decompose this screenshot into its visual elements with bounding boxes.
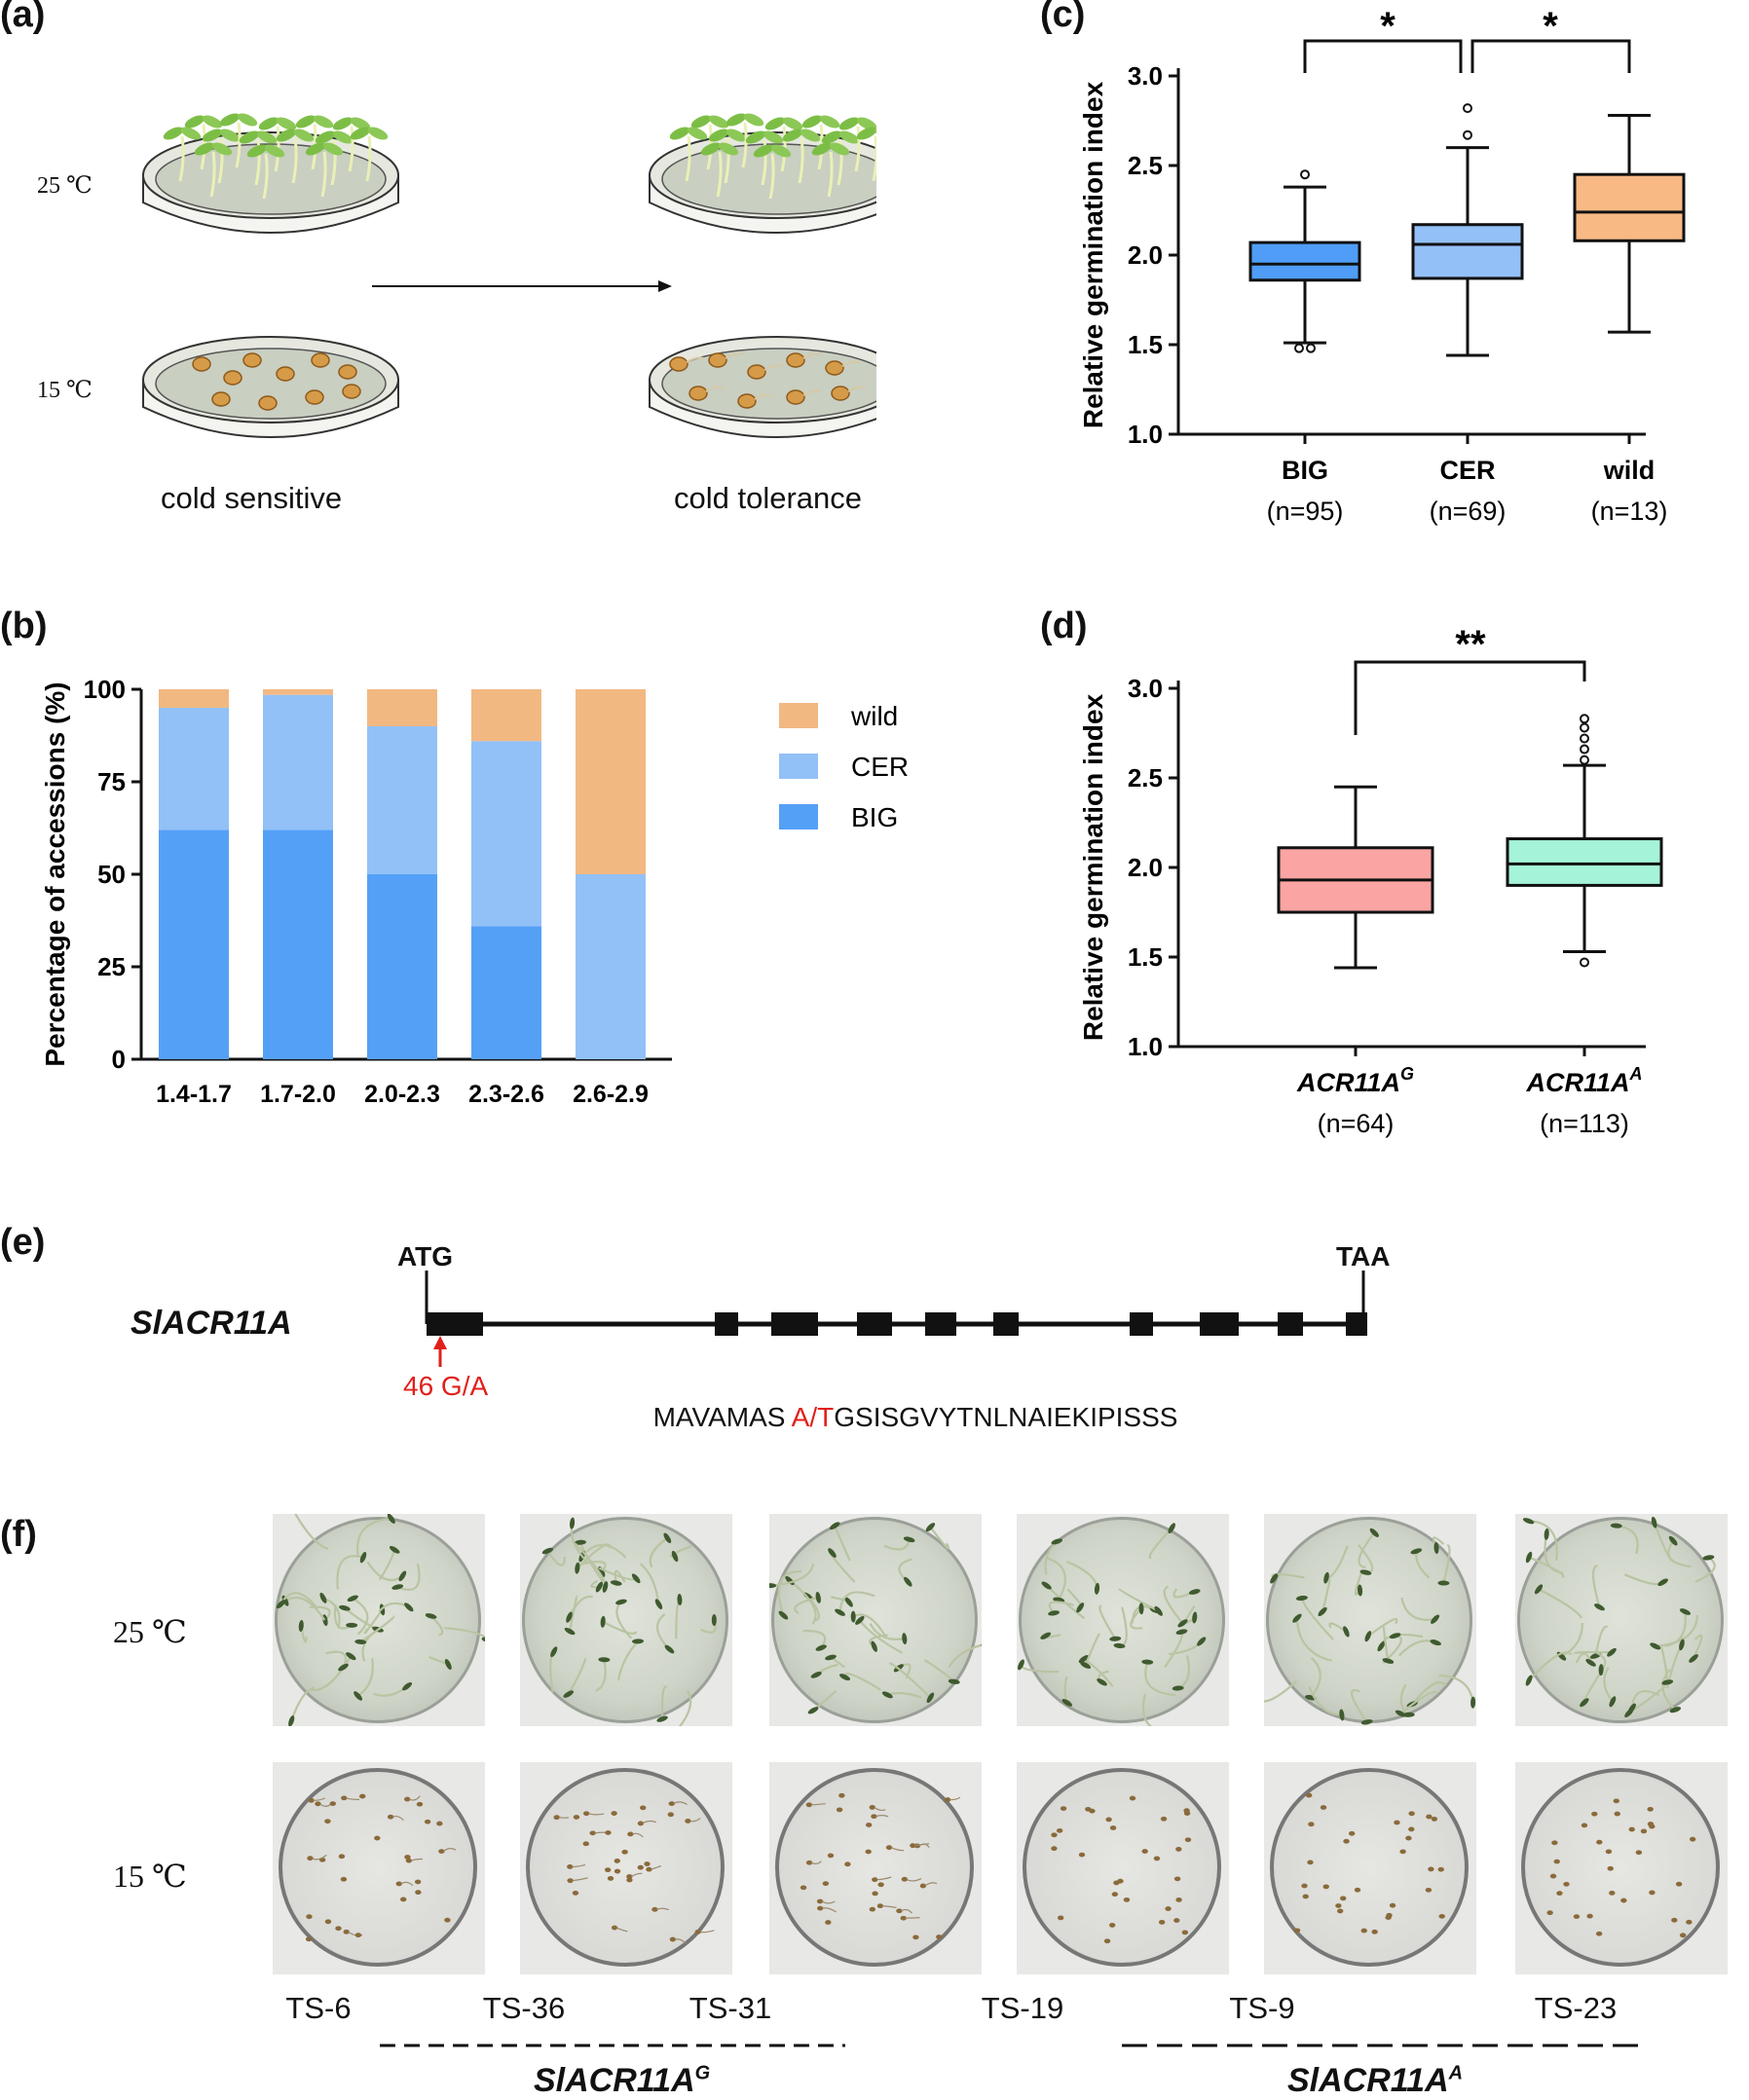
group-label-g: SlACR11AG [534, 2062, 710, 2100]
group-label-a: SlACR11AA [1287, 2062, 1463, 2100]
